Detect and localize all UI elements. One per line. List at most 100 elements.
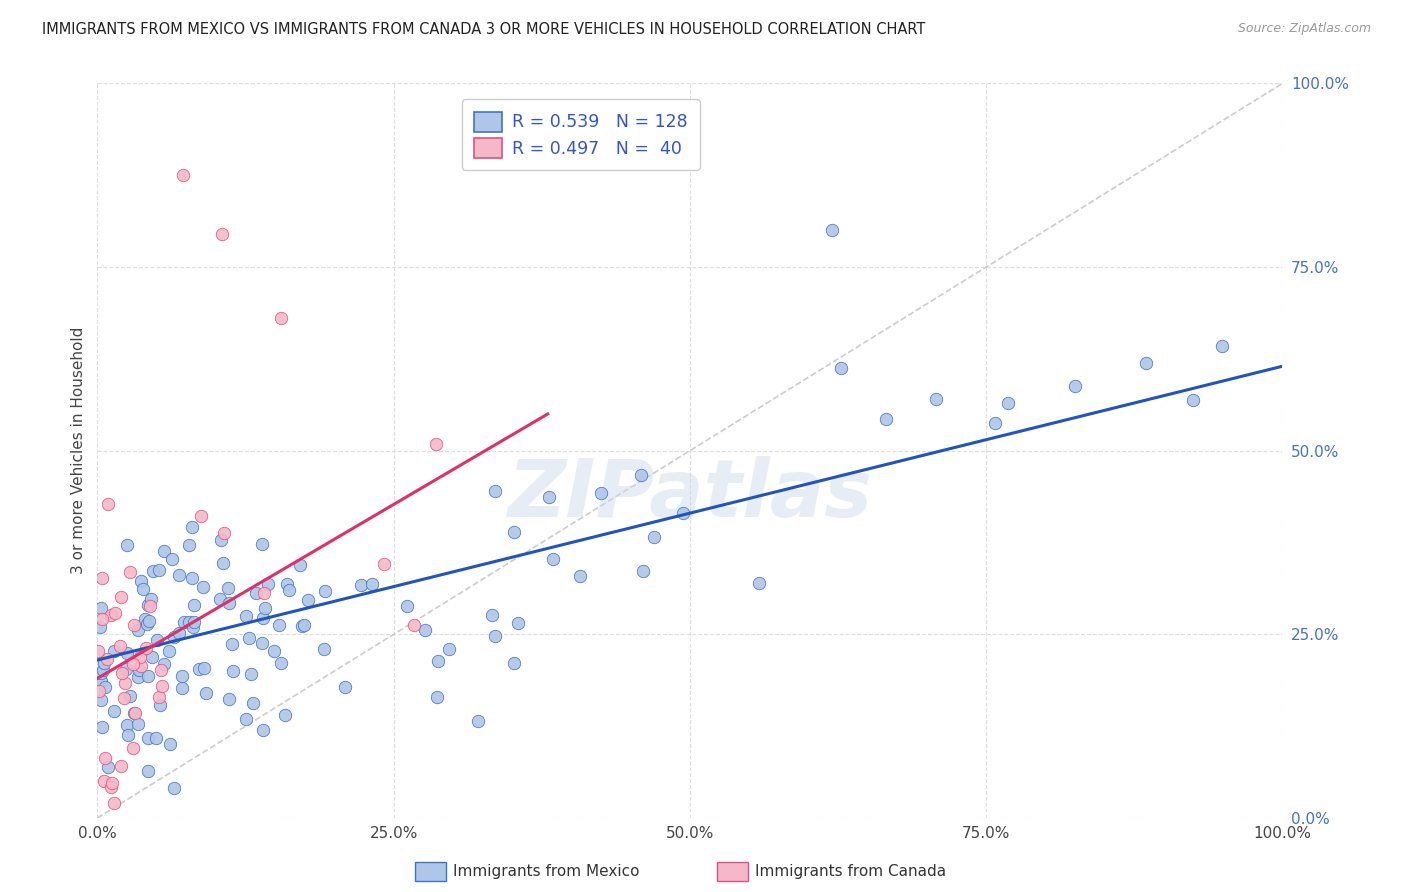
Point (747, 576, 769, 591)
Point (87, 644, 110, 658)
Point (104, 606, 127, 620)
Point (193, 661, 215, 675)
Point (142, 565, 165, 579)
Point (97, 497, 120, 511)
Point (190, 509, 212, 524)
Point (148, 690, 170, 705)
Point (114, 675, 136, 690)
Point (93, 751, 115, 765)
Point (250, 537, 273, 551)
Point (591, 485, 613, 500)
Point (821, 223, 844, 237)
Point (235, 712, 257, 726)
Point (242, 696, 264, 710)
Point (925, 392, 948, 406)
Point (127, 670, 149, 684)
Point (129, 574, 152, 588)
Point (245, 586, 267, 600)
Point (211, 227, 233, 241)
Point (122, 657, 145, 671)
Point (253, 586, 276, 600)
Point (221, 637, 243, 651)
Point (467, 714, 489, 728)
Point (481, 608, 503, 623)
Point (830, 361, 852, 376)
Point (503, 524, 526, 539)
Point (103, 704, 125, 718)
Point (222, 664, 245, 678)
Point (506, 615, 529, 630)
Point (257, 577, 280, 591)
Point (217, 582, 239, 596)
Point (274, 708, 297, 723)
Point (170, 669, 193, 683)
Point (89, 620, 111, 634)
Point (139, 599, 162, 613)
Point (672, 506, 695, 520)
Point (128, 663, 150, 677)
Point (437, 642, 460, 657)
Point (136, 669, 159, 683)
Point (120, 565, 142, 579)
Point (180, 571, 202, 585)
Point (93, 656, 115, 670)
Point (145, 632, 167, 647)
Point (129, 659, 152, 673)
Point (278, 582, 301, 597)
Point (163, 631, 186, 645)
Point (297, 593, 319, 607)
Point (91, 720, 114, 734)
Point (875, 411, 897, 425)
Point (484, 484, 506, 499)
Point (643, 530, 665, 544)
Point (110, 759, 132, 773)
Point (218, 691, 240, 706)
Text: IMMIGRANTS FROM MEXICO VS IMMIGRANTS FROM CANADA 3 OR MORE VEHICLES IN HOUSEHOLD: IMMIGRANTS FROM MEXICO VS IMMIGRANTS FRO… (42, 22, 925, 37)
Point (427, 654, 450, 668)
Point (170, 681, 193, 696)
Point (138, 615, 160, 629)
Point (177, 615, 200, 630)
Point (90, 601, 112, 615)
Point (503, 656, 526, 670)
Point (91, 612, 114, 626)
Point (138, 598, 160, 612)
Point (252, 723, 274, 737)
Point (128, 649, 150, 664)
Point (100, 608, 122, 623)
Point (373, 558, 395, 572)
Point (194, 686, 217, 700)
Point (188, 662, 211, 676)
Point (127, 716, 149, 731)
Point (270, 657, 292, 671)
Point (426, 690, 449, 704)
Point (209, 533, 232, 547)
Point (152, 544, 174, 558)
Point (541, 552, 564, 566)
Point (112, 690, 135, 705)
Point (91, 571, 114, 585)
Point (124, 706, 146, 720)
Point (153, 657, 176, 671)
Point (172, 168, 194, 182)
Point (1182, 392, 1205, 407)
Point (177, 537, 200, 551)
Point (211, 556, 233, 570)
Point (173, 615, 195, 629)
Text: Immigrants from Mexico: Immigrants from Mexico (453, 864, 640, 879)
Point (240, 667, 263, 681)
Point (135, 617, 157, 632)
Point (290, 558, 312, 572)
Point (181, 520, 204, 534)
Point (90, 693, 112, 707)
Point (183, 598, 205, 612)
Point (396, 599, 419, 613)
Point (122, 706, 145, 721)
Point (163, 781, 186, 796)
Point (291, 619, 314, 633)
Point (117, 728, 139, 742)
Point (314, 584, 336, 599)
Point (159, 737, 181, 751)
Point (167, 568, 190, 582)
Point (136, 731, 159, 746)
